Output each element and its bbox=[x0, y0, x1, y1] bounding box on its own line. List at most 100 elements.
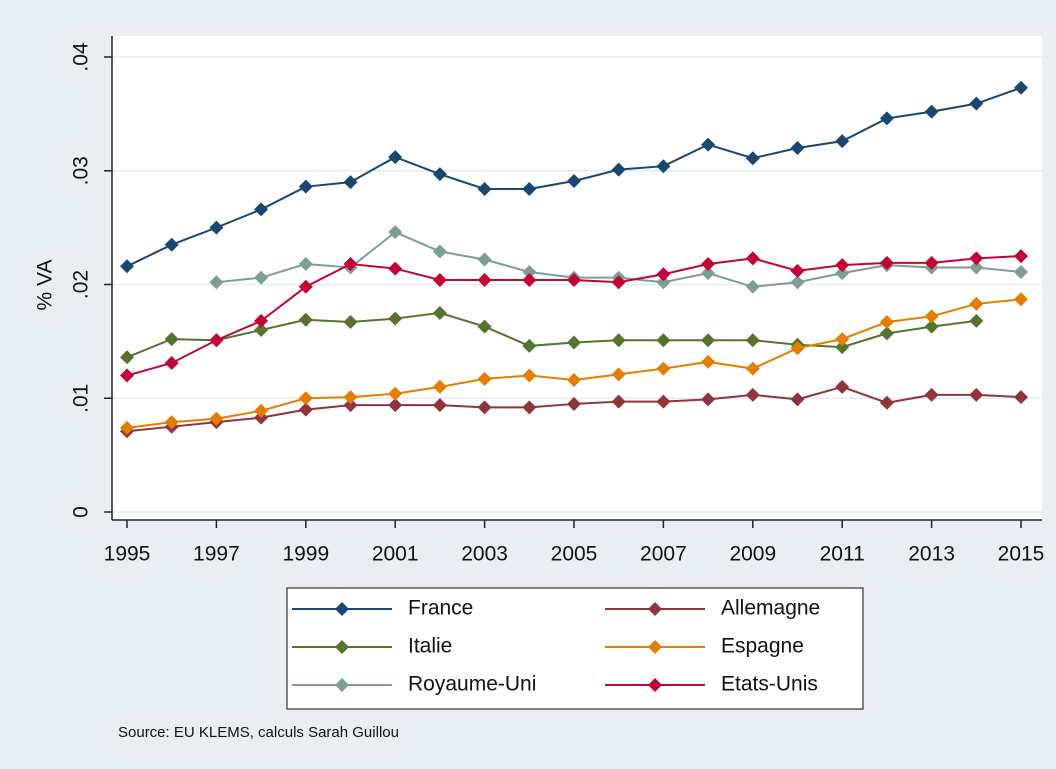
data-point bbox=[656, 361, 671, 376]
data-point bbox=[120, 350, 134, 365]
data-point bbox=[120, 259, 134, 274]
data-point bbox=[835, 258, 850, 273]
data-point bbox=[522, 338, 537, 353]
data-point bbox=[298, 257, 313, 272]
data-point bbox=[477, 319, 492, 334]
data-point bbox=[745, 251, 760, 266]
data-point bbox=[477, 272, 492, 287]
data-point bbox=[969, 387, 984, 402]
data-point bbox=[924, 255, 939, 270]
data-point bbox=[120, 368, 134, 383]
data-point bbox=[879, 326, 894, 341]
data-point bbox=[745, 279, 760, 294]
legend: France Allemagne Italie Espagne Royaume-Uni E… bbox=[286, 587, 864, 710]
data-point bbox=[835, 332, 850, 347]
x-tick-label: 2005 bbox=[551, 543, 598, 566]
data-point bbox=[432, 167, 447, 182]
data-point bbox=[254, 403, 269, 418]
data-point bbox=[611, 367, 626, 382]
data-point bbox=[656, 159, 671, 174]
data-point bbox=[522, 272, 537, 287]
data-point bbox=[701, 137, 716, 152]
data-point bbox=[790, 275, 805, 290]
data-point bbox=[343, 257, 358, 272]
data-point bbox=[790, 392, 805, 407]
legend-marker bbox=[648, 602, 662, 616]
legend-label: Royaume-Uni bbox=[408, 673, 536, 696]
source-note: Source: EU KLEMS, calculs Sarah Guillou bbox=[118, 724, 399, 741]
data-point bbox=[432, 398, 447, 413]
data-point bbox=[164, 355, 179, 370]
data-point bbox=[611, 162, 626, 177]
data-point bbox=[298, 391, 313, 406]
data-point bbox=[298, 402, 313, 417]
data-point bbox=[879, 395, 894, 410]
data-point bbox=[567, 272, 581, 287]
x-tick-label: 1995 bbox=[104, 543, 151, 566]
data-point bbox=[1014, 249, 1028, 264]
data-point bbox=[969, 96, 984, 111]
data-point bbox=[1014, 264, 1028, 279]
data-point bbox=[1014, 80, 1028, 95]
data-point bbox=[388, 150, 403, 165]
data-point bbox=[745, 361, 760, 376]
data-point bbox=[254, 270, 269, 285]
legend-marker bbox=[648, 678, 662, 692]
data-point bbox=[298, 279, 313, 294]
legend-label: Espagne bbox=[721, 635, 804, 658]
data-point bbox=[879, 315, 894, 330]
data-point bbox=[924, 387, 939, 402]
data-point bbox=[298, 179, 313, 194]
x-tick-label: 2009 bbox=[729, 543, 776, 566]
data-point bbox=[567, 173, 581, 188]
data-point bbox=[969, 313, 984, 328]
data-point bbox=[522, 264, 537, 279]
data-point bbox=[567, 335, 581, 350]
data-point bbox=[477, 181, 492, 196]
y-tick-label: 0 bbox=[70, 506, 93, 518]
data-point bbox=[656, 267, 671, 282]
y-tick-label: .02 bbox=[70, 270, 93, 299]
data-point bbox=[298, 312, 313, 327]
data-point bbox=[1014, 390, 1028, 405]
data-point bbox=[701, 354, 716, 369]
data-point bbox=[701, 257, 716, 272]
data-point bbox=[969, 296, 984, 311]
y-tick-label: .03 bbox=[70, 156, 93, 185]
data-point bbox=[835, 379, 850, 394]
data-point bbox=[745, 333, 760, 348]
data-point bbox=[567, 396, 581, 411]
x-tick-label: 2003 bbox=[461, 543, 508, 566]
x-tick-label: 2013 bbox=[908, 543, 955, 566]
data-point bbox=[701, 266, 716, 281]
data-point bbox=[879, 255, 894, 270]
data-point bbox=[924, 319, 939, 334]
data-point bbox=[611, 275, 626, 290]
y-tick-label: .01 bbox=[70, 384, 93, 413]
data-point bbox=[969, 251, 984, 266]
legend-marker bbox=[335, 678, 349, 692]
data-point bbox=[477, 252, 492, 267]
data-point bbox=[924, 309, 939, 324]
data-point bbox=[388, 225, 403, 240]
data-point bbox=[745, 151, 760, 166]
data-point bbox=[1014, 292, 1028, 307]
data-point bbox=[924, 104, 939, 119]
data-point bbox=[209, 275, 224, 290]
data-point bbox=[164, 237, 179, 252]
legend-label: Etats-Unis bbox=[721, 673, 818, 696]
data-point bbox=[388, 311, 403, 326]
x-tick-label: 2015 bbox=[998, 543, 1045, 566]
data-point bbox=[432, 244, 447, 259]
data-point bbox=[388, 398, 403, 413]
data-point bbox=[611, 333, 626, 348]
series-line bbox=[126, 311, 977, 359]
data-point bbox=[522, 181, 537, 196]
legend-label: Allemagne bbox=[721, 597, 820, 620]
x-tick-label: 2007 bbox=[640, 543, 687, 566]
x-tick-label: 1999 bbox=[282, 543, 329, 566]
legend-marker bbox=[648, 640, 662, 654]
data-point bbox=[567, 373, 581, 388]
